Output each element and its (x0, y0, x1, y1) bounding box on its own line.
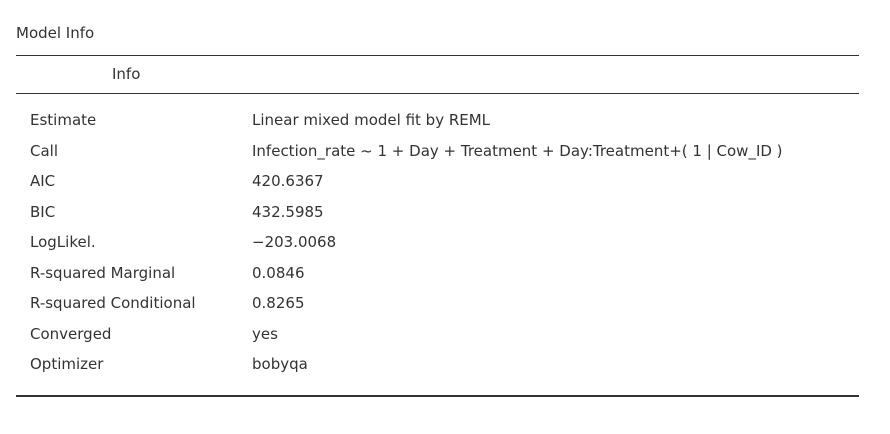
row-value: Infection_rate ~ 1 + Day + Treatment + D… (252, 141, 783, 160)
row-label: Call (30, 141, 59, 160)
table-row-estimate: Estimate Linear mixed model fit by REML (16, 111, 859, 142)
row-label: Estimate (30, 111, 97, 129)
row-value: Linear mixed model fit by REML (252, 111, 491, 129)
header-rule (16, 93, 859, 94)
row-label: BIC (30, 202, 56, 221)
table-row-aic: AIC 420.6367 (16, 172, 859, 203)
row-value: 420.6367 (252, 172, 324, 190)
row-label: R-squared Marginal (30, 263, 176, 282)
row-label: R-squared Conditional (30, 294, 196, 312)
row-label: AIC (30, 172, 56, 190)
table-row-bic: BIC 432.5985 (16, 203, 859, 234)
row-value: −203.0068 (252, 233, 337, 251)
row-value: 432.5985 (252, 202, 324, 221)
table-row-call: Call Infection_rate ~ 1 + Day + Treatmen… (16, 142, 859, 173)
row-label: LogLikel. (30, 233, 96, 251)
table-row-loglikel: LogLikel. −203.0068 (16, 233, 859, 264)
row-value: yes (252, 324, 278, 343)
table-row-converged: Converged yes (16, 325, 859, 356)
row-value: bobyqa (252, 355, 308, 373)
panel-title: Model Info (16, 24, 95, 42)
row-label: Optimizer (30, 355, 104, 373)
row-label: Converged (30, 324, 112, 343)
bottom-rule (16, 395, 859, 397)
table-row-optimizer: Optimizer bobyqa (16, 355, 859, 386)
table-row-r-squared-conditional: R-squared Conditional 0.8265 (16, 294, 859, 325)
row-value: 0.8265 (252, 294, 305, 312)
column-header-info: Info (112, 65, 141, 83)
info-table-body: Estimate Linear mixed model fit by REML … (16, 111, 859, 386)
top-rule (16, 55, 859, 56)
table-row-r-squared-marginal: R-squared Marginal 0.0846 (16, 264, 859, 295)
row-value: 0.0846 (252, 263, 305, 282)
